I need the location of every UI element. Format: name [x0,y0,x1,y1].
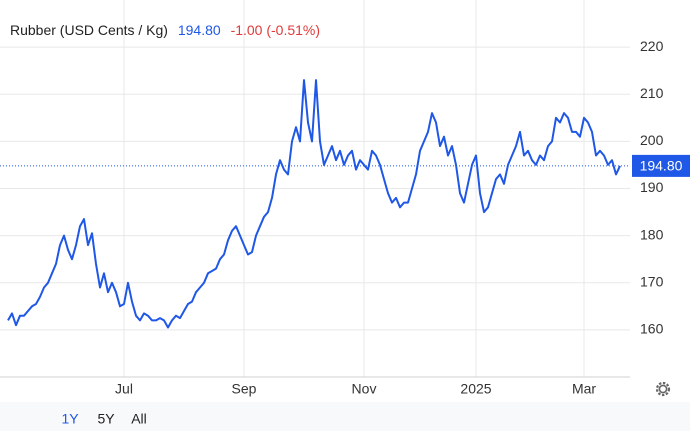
gear-teeth [655,381,671,397]
x-tick-label: Jul [115,381,133,397]
range-button[interactable]: 1Y [61,411,79,427]
x-tick-label: Sep [232,381,257,397]
header: Rubber (USD Cents / Kg) 194.80 -1.00 (-0… [10,22,320,38]
range-button[interactable]: All [131,411,147,427]
x-tick-label: Mar [572,381,596,397]
x-tick-label: 2025 [460,381,491,397]
settings-icon[interactable] [655,381,671,397]
chart-title: Rubber (USD Cents / Kg) [10,22,168,38]
y-tick-label: 180 [640,226,664,242]
range-button[interactable]: 5Y [97,411,115,427]
header-price: 194.80 [178,22,221,38]
price-line [7,79,621,329]
y-tick-label: 210 [640,85,664,101]
y-tick-label: 170 [640,273,664,289]
last-price-box [632,154,690,177]
y-tick-label: 200 [640,132,664,148]
header-change: -1.00 (-0.51%) [231,22,320,38]
range-bar [0,402,690,431]
y-tick-label: 220 [640,38,664,54]
y-tick-label: 160 [640,321,664,337]
x-tick-label: Nov [352,381,377,397]
y-tick-label: 190 [640,179,664,195]
gear-body [658,384,668,394]
last-price-label: 194.80 [640,158,683,174]
